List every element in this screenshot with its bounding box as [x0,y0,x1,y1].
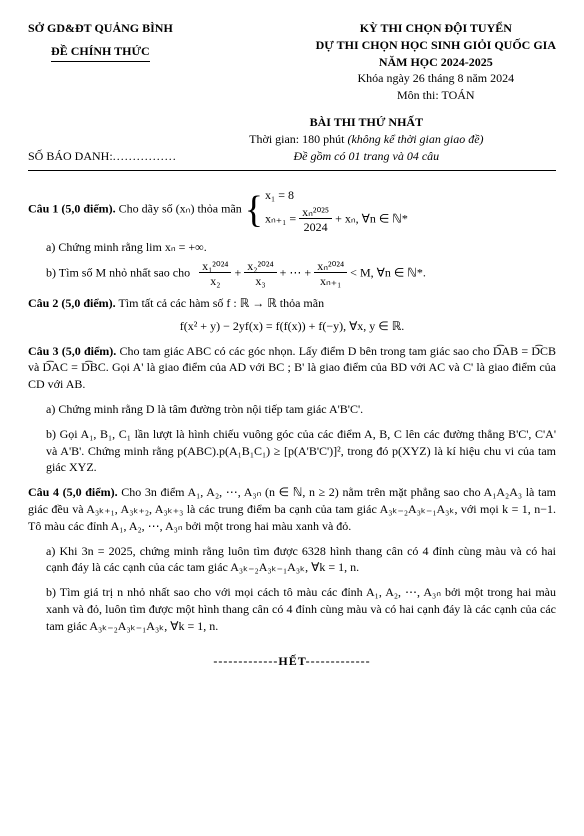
header-left: SỞ GD&ĐT QUẢNG BÌNH ĐỀ CHÍNH THỨC [28,20,173,104]
header-row: SỞ GD&ĐT QUẢNG BÌNH ĐỀ CHÍNH THỨC KỲ THI… [28,20,556,104]
sbd-label: SỐ BÁO DANH: [28,148,177,165]
exam-title-1: KỲ THI CHỌN ĐỘI TUYỂN [316,20,556,37]
q4: Câu 4 (5,0 điểm). Cho 3n điểm A₁, A₂, ⋯,… [28,484,556,534]
duration: Thời gian: 180 phút [249,132,344,146]
exam-date: Khóa ngày 26 tháng 8 năm 2024 [316,70,556,87]
exam-subject: Môn thi: TOÁN [316,87,556,104]
q1-b: b) Tìm số M nhỏ nhất sao cho x₁²⁰²⁴x₂ + … [46,260,556,287]
divider [28,170,556,171]
official-label: ĐỀ CHÍNH THỨC [51,43,150,62]
q3: Câu 3 (5,0 điểm). Cho tam giác ABC có cá… [28,343,556,393]
exam-title-2: DỰ THI CHỌN HỌC SINH GIỎI QUỐC GIA [316,37,556,54]
q2-eq: f(x² + y) − 2yf(x) = f(f(x)) + f(−y), ∀x… [28,318,556,335]
exam-meta: BÀI THI THỨ NHẤT Thời gian: 180 phút (kh… [177,114,556,164]
duration-note: (không kể thời gian giao đề) [347,132,483,146]
q1-label: Câu 1 (5,0 điểm). [28,202,116,216]
header-right: KỲ THI CHỌN ĐỘI TUYỂN DỰ THI CHỌN HỌC SI… [316,20,556,104]
q4-label: Câu 4 (5,0 điểm). [28,485,118,499]
q1-intro: Cho dãy số (xₙ) thỏa mãn [119,202,242,216]
q1-sys1: x₁ = 8 [265,187,408,204]
q1-a: a) Chứng minh rằng lim xₙ = +∞. [46,239,556,256]
q2: Câu 2 (5,0 điểm). Tìm tất cả các hàm số … [28,295,556,312]
dept-name: SỞ GD&ĐT QUẢNG BÌNH [28,20,173,37]
brace-icon: { [245,191,263,229]
q3-b: b) Gọi A₁, B₁, C₁ lần lượt là hình chiếu… [46,426,556,476]
exam-part: BÀI THI THỨ NHẤT [177,114,556,131]
q3-a: a) Chứng minh rằng D là tâm đường tròn n… [46,401,556,418]
q4-b: b) Tìm giá trị n nhỏ nhất sao cho với mọ… [46,584,556,634]
content-note: Đề gồm có 01 trang và 04 câu [177,148,556,165]
q1: Câu 1 (5,0 điểm). Cho dãy số (xₙ) thỏa m… [28,185,556,235]
q3-label: Câu 3 (5,0 điểm). [28,344,116,358]
exam-year: NĂM HỌC 2024-2025 [316,54,556,71]
q2-text: Tìm tất cả các hàm số f : ℝ → ℝ thỏa mãn [118,296,324,310]
footer-end: -------------HẾT------------- [28,653,556,670]
q1-sys2: xₙ₊₁ = xₙ²⁰²⁵2024 + xₙ, ∀n ∈ ℕ* [265,206,408,233]
sbd-dots [113,149,177,163]
q4-a: a) Khi 3n = 2025, chứng minh rằng luôn t… [46,543,556,577]
sbd-row: SỐ BÁO DANH: BÀI THI THỨ NHẤT Thời gian:… [28,114,556,164]
q1-system: { x₁ = 8 xₙ₊₁ = xₙ²⁰²⁵2024 + xₙ, ∀n ∈ ℕ* [245,185,408,235]
q2-label: Câu 2 (5,0 điểm). [28,296,116,310]
